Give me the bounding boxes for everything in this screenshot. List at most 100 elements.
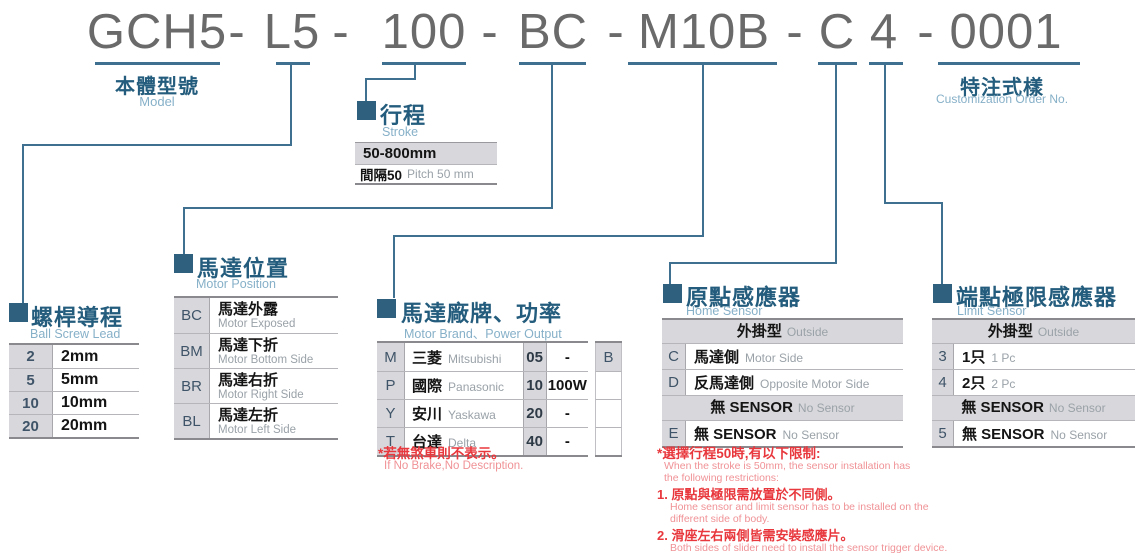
code-segment: 4 (869, 5, 899, 59)
option-en: No Sensor (1050, 428, 1108, 442)
brand-en: Mitsubishi (448, 351, 502, 366)
home-sensor-title-zh: 原點感應器 (686, 285, 802, 310)
connector-line (290, 64, 292, 146)
group-zh: 無 SENSOR (961, 399, 1044, 416)
table-row: BM 馬達下折 Motor Bottom Side (174, 333, 338, 368)
option-zh: 無 SENSOR (962, 426, 1045, 443)
brake-code-cell: B (595, 343, 622, 371)
brand-en: Yaskawa (448, 408, 496, 422)
table-row: T 台達 Delta 40 - (377, 427, 588, 455)
motor-position-title-zh: 馬達位置 (197, 256, 290, 281)
code-cell: 2 (9, 345, 53, 368)
group-zh: 無 SENSOR (710, 399, 793, 416)
note-item-zh: 2. 滑座左右兩側皆需安裝感應片。 (657, 528, 854, 543)
code-segment: GCH5 (86, 5, 228, 59)
option-zh: 2只 (962, 375, 986, 392)
brand-zh: 台達 (412, 434, 443, 451)
note-item-en: Both sides of slider need to install the… (670, 542, 948, 553)
connector-line (669, 262, 671, 286)
code-cell: E (662, 421, 686, 446)
table-group-header: 無 SENSOR No Sensor (662, 395, 903, 420)
limit-sensor-table: 外掛型 Outside 3 1只 1 Pc 4 2只 2 Pc 無 SENSOR… (932, 318, 1135, 448)
table-row: Y 安川 Yaskawa 20 - (377, 399, 588, 427)
code-cell: 5 (9, 369, 53, 391)
customization-label-zh: 特注式樣 (960, 77, 1044, 99)
stroke-table: 50-800mm 間隔50 Pitch 50 mm (355, 142, 497, 185)
home-sensor-table: 外掛型 Outside C 馬達側 Motor Side D 反馬達側 Oppo… (662, 318, 903, 448)
group-zh: 外掛型 (736, 323, 782, 340)
stroke-range: 50-800mm (363, 145, 437, 162)
connector-line (22, 144, 24, 305)
brand-zh: 國際 (412, 378, 443, 395)
option-en: Motor Left Side (218, 423, 296, 436)
value-cell: 2mm (61, 347, 99, 365)
brand-en: Panasonic (448, 380, 505, 394)
connector-line (365, 78, 416, 80)
code-cell: P (377, 372, 405, 399)
connector-line (941, 202, 943, 286)
option-zh: 馬達外露 (218, 301, 279, 318)
section-bullet-icon (9, 303, 28, 322)
brake-note: *若無煞車則不表示。 If No Brake,No Description. (378, 446, 523, 473)
code-segment: 100 (381, 5, 467, 59)
note-title-en: the following restrictions: (664, 471, 779, 484)
code-dash: - (607, 5, 625, 59)
power-value-cell: 100W (547, 377, 587, 394)
note-title-en: When the stroke is 50mm, the sensor inst… (664, 460, 911, 472)
code-cell: T (377, 428, 405, 455)
table-row: P 國際 Panasonic 10 100W (377, 371, 588, 399)
table-row: 50-800mm (355, 143, 497, 164)
table-row: D 反馬達側 Opposite Motor Side (662, 369, 903, 395)
limit-sensor-title-zh: 端點極限感應器 (956, 285, 1118, 310)
group-en: Outside (1037, 325, 1080, 339)
group-en: No Sensor (1048, 401, 1106, 415)
power-code-cell: 40 (522, 428, 547, 455)
connector-line (835, 64, 837, 264)
motor-position-table: BC 馬達外露 Motor Exposed BM 馬達下折 Motor Bott… (174, 296, 338, 440)
code-dash: - (332, 5, 350, 59)
table-row: 2 2mm (9, 345, 139, 368)
power-value-cell: - (564, 433, 570, 450)
section-bullet-icon (357, 101, 376, 120)
table-group-header: 外掛型 Outside (662, 320, 903, 343)
code-dash: - (228, 5, 246, 59)
section-bullet-icon (377, 299, 396, 318)
table-row: 間隔50 Pitch 50 mm (355, 164, 497, 183)
code-cell: D (662, 370, 686, 395)
code-segment: 0001 (949, 5, 1063, 59)
option-zh: 無 SENSOR (694, 426, 777, 443)
connector-line (414, 64, 416, 80)
option-en: No Sensor (782, 428, 840, 442)
option-en: Motor Bottom Side (218, 353, 314, 366)
code-dash: - (786, 5, 804, 59)
code-underline (519, 62, 586, 65)
connector-line (669, 262, 837, 264)
group-en: No Sensor (797, 401, 855, 415)
lead-title-zh: 螺桿導程 (31, 305, 124, 330)
stroke-title-zh: 行程 (380, 103, 427, 128)
connector-line (393, 235, 704, 237)
section-bullet-icon (174, 254, 193, 273)
limit-sensor-title-en: Limit Sensor (957, 304, 1027, 318)
option-zh: 反馬達側 (694, 375, 755, 392)
code-cell: M (377, 343, 405, 371)
option-zh: 1只 (962, 349, 986, 366)
power-code-cell: 20 (522, 400, 547, 427)
code-underline (276, 62, 310, 65)
code-cell: 10 (9, 392, 53, 414)
code-cell: 4 (932, 370, 954, 395)
stroke-restriction-note: *選擇行程50時,有以下限制: When the stroke is 50mm,… (657, 446, 948, 553)
option-zh: 馬達側 (694, 349, 740, 366)
brand-zh: 三菱 (412, 349, 443, 367)
connector-line (551, 64, 553, 209)
ball-screw-lead-table: 2 2mm 5 5mm 10 10mm 20 20mm (9, 343, 139, 439)
option-en: Opposite Motor Side (760, 377, 870, 391)
table-row: E 無 SENSOR No Sensor (662, 420, 903, 446)
motor-brand-table: M 三菱 Mitsubishi 05 - P 國際 Panasonic 10 1… (377, 341, 588, 457)
code-underline (818, 62, 857, 65)
table-row: BR 馬達右折 Motor Right Side (174, 368, 338, 403)
table-row: BC 馬達外露 Motor Exposed (174, 298, 338, 333)
code-cell: BM (174, 334, 210, 368)
code-segment: L5 (263, 5, 321, 59)
option-zh: 馬達下折 (218, 336, 279, 354)
